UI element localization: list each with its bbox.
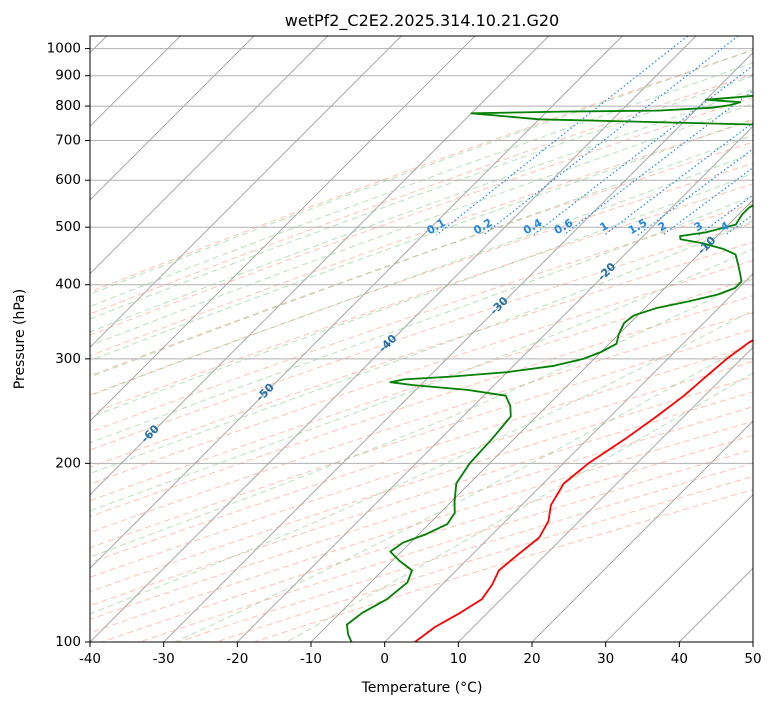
y-axis: 100 200 300 400 500 600 700 800 900 1000 <box>47 41 90 650</box>
moist-adiabat <box>90 152 753 397</box>
y-axis-title: Pressure (hPa) <box>12 289 28 389</box>
x-tick-label: 30 <box>597 651 614 667</box>
moist-adiabat <box>90 248 753 512</box>
mixing-ratio-line <box>563 89 753 236</box>
x-tick-label: 40 <box>671 651 688 667</box>
x-axis: -40 -30 -20 -10 0 10 20 30 40 50 <box>79 642 762 667</box>
isotherm-line <box>90 36 623 570</box>
dry-adiabat <box>139 448 753 642</box>
x-tick-label: 20 <box>523 651 540 667</box>
isotherm-line <box>531 420 753 642</box>
moist-adiabat <box>90 75 753 320</box>
moist-adiabat <box>90 89 753 333</box>
x-axis-title: Temperature (°C) <box>361 680 483 696</box>
moist-adiabat <box>90 195 753 444</box>
isotherm-line <box>310 199 753 642</box>
temperature-trace <box>414 339 753 642</box>
isotherm-label: -70 <box>13 474 36 497</box>
isotherm-line <box>90 36 402 349</box>
moist-adiabat <box>90 49 753 295</box>
y-tick-label: 800 <box>55 98 81 114</box>
plot-area: -100-90-80-70-60-50-40-30-20-100.10.20.4… <box>13 36 775 642</box>
y-tick-label: 700 <box>55 132 81 148</box>
y-tick-label: 600 <box>55 172 81 188</box>
dry-adiabat <box>90 420 753 634</box>
isotherm-line <box>90 36 329 275</box>
dry-adiabat <box>254 489 753 642</box>
isotherm-line <box>163 51 753 642</box>
y-tick-label: 500 <box>55 219 81 235</box>
moist-adiabat <box>90 172 753 418</box>
isotherm-line <box>457 346 753 642</box>
mixing-ratio-line <box>436 36 689 236</box>
mixing-ratio-label: 6 <box>757 219 770 234</box>
isotherm-line <box>605 493 753 642</box>
dry-adiabat <box>177 462 753 642</box>
mixing-ratio-line <box>603 121 753 236</box>
plot-background <box>90 36 753 642</box>
isotherm-line <box>236 125 753 642</box>
x-tick-label: -40 <box>79 651 101 667</box>
dry-adiabat <box>90 141 753 377</box>
x-tick-label: 10 <box>450 651 467 667</box>
dry-adiabat <box>90 328 753 549</box>
x-tick-label: -20 <box>226 651 248 667</box>
dewpoint-trace <box>345 94 753 642</box>
plot-frame <box>89 35 754 643</box>
y-tick-label: 100 <box>55 634 81 650</box>
y-tick-label: 900 <box>55 68 81 84</box>
isotherm-line <box>752 641 753 642</box>
dry-adiabat <box>90 49 753 293</box>
y-tick-label: 200 <box>55 455 81 471</box>
dry-adiabat <box>90 344 753 564</box>
isotherm-line <box>90 36 255 201</box>
x-tick-label: -30 <box>153 651 175 667</box>
mixing-ratio-line <box>532 64 753 236</box>
y-tick-label: 400 <box>55 277 81 293</box>
moist-adiabat <box>90 62 753 308</box>
y-tick-label: 300 <box>55 351 81 367</box>
moist-adiabat <box>90 118 753 362</box>
isotherm-line <box>90 36 697 642</box>
chart-title: wetPf2_C2E2.2025.314.10.21.G20 <box>285 11 559 31</box>
dry-adiabat <box>90 97 753 336</box>
x-tick-label: 50 <box>744 651 761 667</box>
moist-adiabat <box>90 278 753 558</box>
isotherm-line <box>90 36 550 496</box>
isotherm-line <box>384 272 753 642</box>
mixing-ratio-line <box>764 36 775 235</box>
isotherm-line <box>90 36 476 422</box>
y-tick-label: 1000 <box>47 41 81 57</box>
x-tick-label: 0 <box>380 651 389 667</box>
x-tick-label: -10 <box>300 651 322 667</box>
